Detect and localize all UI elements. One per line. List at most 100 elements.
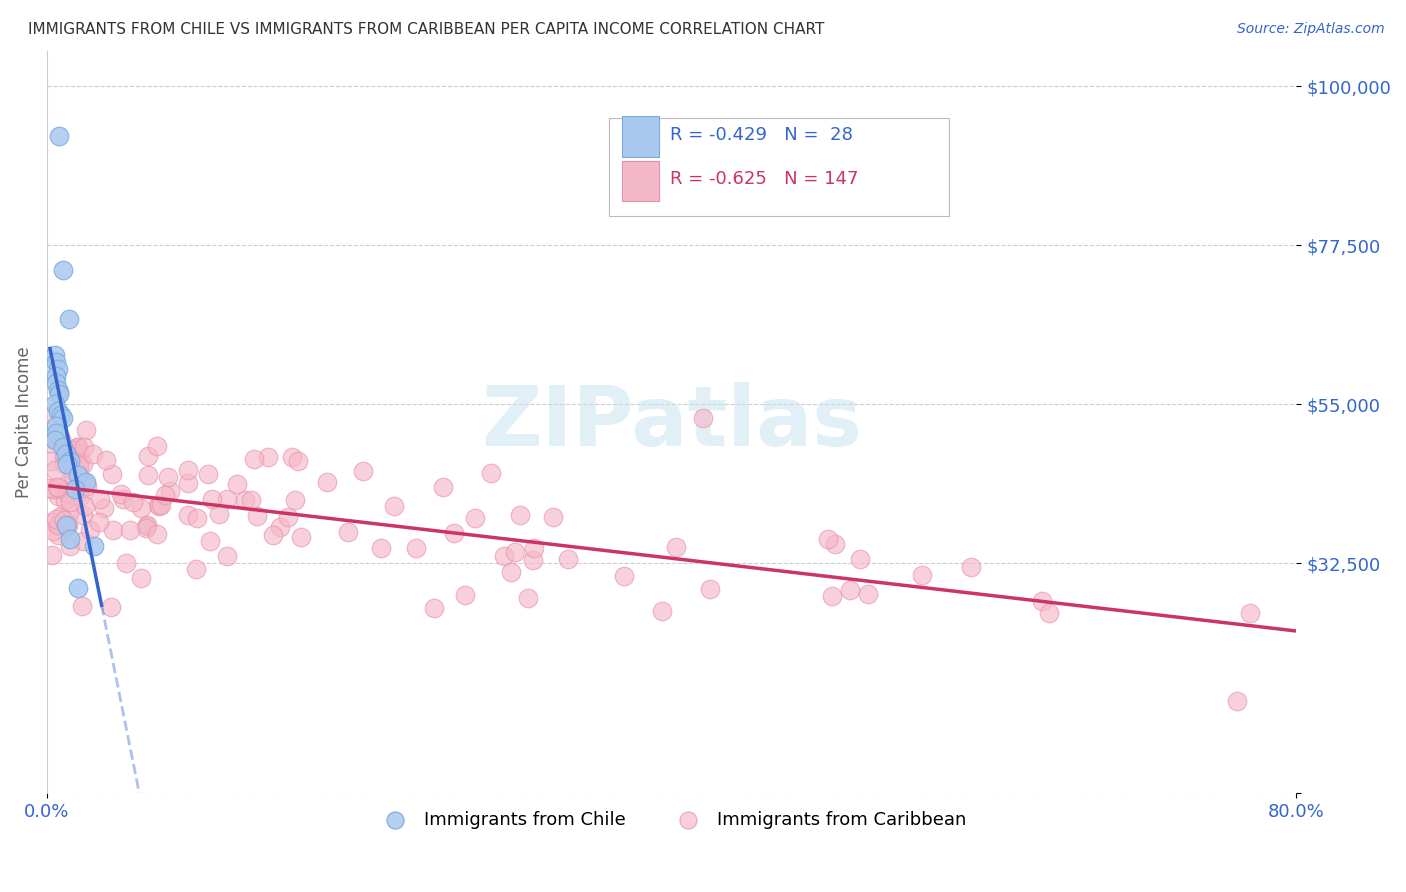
Point xyxy=(1239,606,1261,620)
Point xyxy=(207,507,229,521)
Point xyxy=(503,544,526,558)
Point xyxy=(46,362,69,376)
Point xyxy=(67,460,90,475)
Point xyxy=(316,475,339,489)
Point xyxy=(101,524,124,538)
Point xyxy=(46,480,69,494)
Point xyxy=(45,369,67,384)
Point xyxy=(44,397,66,411)
Point xyxy=(72,533,94,548)
Point xyxy=(101,467,124,482)
Point xyxy=(89,492,111,507)
Point xyxy=(48,386,70,401)
Point xyxy=(651,603,673,617)
Point xyxy=(509,508,531,523)
Point xyxy=(63,482,86,496)
Point xyxy=(177,463,200,477)
Point xyxy=(73,475,96,489)
Point xyxy=(46,518,69,533)
Point xyxy=(51,440,73,454)
Point xyxy=(277,510,299,524)
Point xyxy=(42,524,65,539)
Y-axis label: Per Capita Income: Per Capita Income xyxy=(15,346,32,498)
Point xyxy=(135,521,157,535)
Point xyxy=(146,498,169,512)
Point xyxy=(454,588,477,602)
Point xyxy=(516,591,538,605)
Point xyxy=(120,523,142,537)
Point xyxy=(243,452,266,467)
Point xyxy=(217,492,239,507)
Point xyxy=(56,477,79,491)
Point xyxy=(201,491,224,506)
Point xyxy=(370,541,392,555)
Point xyxy=(405,541,427,555)
Point xyxy=(66,440,89,454)
Point xyxy=(52,450,75,464)
Point xyxy=(522,553,544,567)
Point xyxy=(136,467,159,482)
Point xyxy=(75,423,97,437)
Point xyxy=(58,450,80,465)
Point xyxy=(246,508,269,523)
Point xyxy=(177,508,200,522)
Point xyxy=(112,492,135,507)
Point xyxy=(153,488,176,502)
Point xyxy=(46,528,69,542)
Point xyxy=(48,428,70,442)
Point xyxy=(159,484,181,499)
Point xyxy=(692,411,714,425)
Point xyxy=(48,481,70,495)
Point xyxy=(48,128,70,143)
Point xyxy=(198,533,221,548)
Point xyxy=(42,431,65,445)
Point xyxy=(240,493,263,508)
Text: ZIPatlas: ZIPatlas xyxy=(481,382,862,463)
Point xyxy=(44,348,66,362)
Point xyxy=(51,263,73,277)
Point xyxy=(217,549,239,563)
Point xyxy=(911,567,934,582)
Point xyxy=(959,560,981,574)
Point xyxy=(67,468,90,483)
Point xyxy=(49,509,72,524)
Point xyxy=(479,467,502,481)
Point xyxy=(76,479,98,493)
Point xyxy=(1031,594,1053,608)
Point xyxy=(45,355,67,369)
Legend: Immigrants from Chile, Immigrants from Caribbean: Immigrants from Chile, Immigrants from C… xyxy=(370,804,974,837)
Point xyxy=(443,526,465,541)
Text: R = -0.429   N =  28: R = -0.429 N = 28 xyxy=(671,126,853,144)
Point xyxy=(72,457,94,471)
Point xyxy=(59,495,82,509)
Point xyxy=(46,404,69,418)
Point xyxy=(59,452,82,467)
Point xyxy=(269,520,291,534)
Point xyxy=(699,582,721,597)
Text: Source: ZipAtlas.com: Source: ZipAtlas.com xyxy=(1237,22,1385,37)
Point xyxy=(45,425,67,440)
FancyBboxPatch shape xyxy=(621,116,659,157)
Point xyxy=(115,556,138,570)
Point xyxy=(523,541,546,556)
Point xyxy=(87,515,110,529)
Point xyxy=(45,418,67,433)
Point xyxy=(281,450,304,464)
Point xyxy=(56,517,79,532)
Point xyxy=(45,376,67,390)
Point xyxy=(59,539,82,553)
Point xyxy=(665,540,688,554)
Point xyxy=(492,549,515,564)
Point xyxy=(63,463,86,477)
Point xyxy=(56,486,79,500)
Point xyxy=(39,436,62,450)
Point xyxy=(83,539,105,553)
Point xyxy=(58,312,80,326)
Point xyxy=(262,527,284,541)
Point xyxy=(42,408,65,422)
Point xyxy=(129,571,152,585)
Point xyxy=(501,565,523,579)
Point xyxy=(55,517,77,532)
Point xyxy=(69,489,91,503)
Point xyxy=(121,494,143,508)
